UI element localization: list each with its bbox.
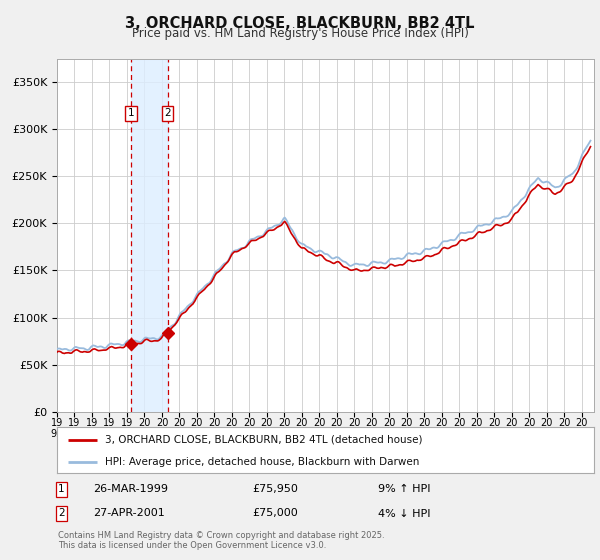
Text: Contains HM Land Registry data © Crown copyright and database right 2025.
This d: Contains HM Land Registry data © Crown c… [58,531,385,550]
Text: 2: 2 [58,508,65,519]
Text: £75,950: £75,950 [252,484,298,494]
Text: 3, ORCHARD CLOSE, BLACKBURN, BB2 4TL (detached house): 3, ORCHARD CLOSE, BLACKBURN, BB2 4TL (de… [106,435,423,445]
Bar [131,59,167,412]
Text: £75,000: £75,000 [252,508,298,519]
Text: 9% ↑ HPI: 9% ↑ HPI [378,484,431,494]
Text: 27-APR-2001: 27-APR-2001 [93,508,165,519]
Text: 1: 1 [58,484,65,494]
Text: Price paid vs. HM Land Registry's House Price Index (HPI): Price paid vs. HM Land Registry's House … [131,27,469,40]
Text: 2: 2 [164,109,171,119]
Text: 3, ORCHARD CLOSE, BLACKBURN, BB2 4TL: 3, ORCHARD CLOSE, BLACKBURN, BB2 4TL [125,16,475,31]
Text: 4% ↓ HPI: 4% ↓ HPI [378,508,431,519]
Text: HPI: Average price, detached house, Blackburn with Darwen: HPI: Average price, detached house, Blac… [106,456,420,466]
Text: 26-MAR-1999: 26-MAR-1999 [93,484,168,494]
Text: 1: 1 [128,109,134,119]
